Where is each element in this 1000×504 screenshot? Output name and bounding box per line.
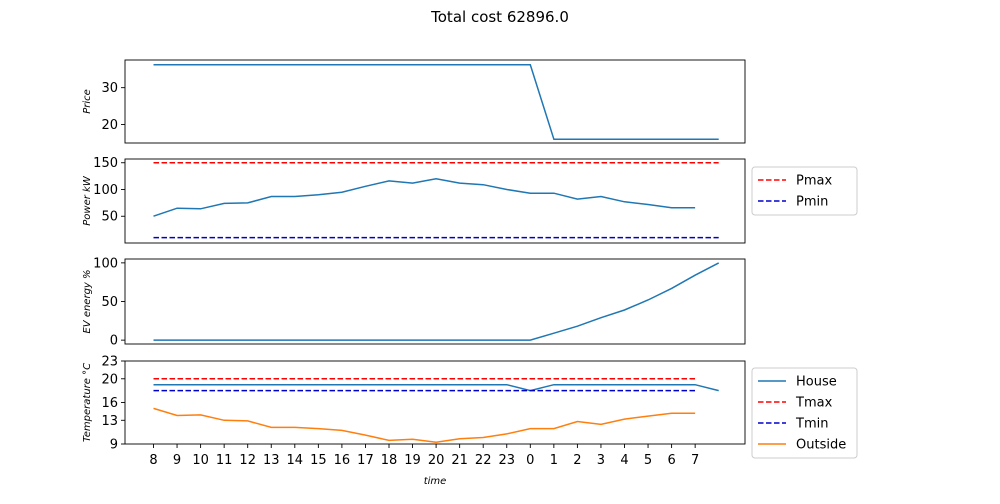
x-tick-label: 0 bbox=[526, 453, 534, 468]
x-tick-label: 15 bbox=[310, 453, 327, 468]
x-tick-label: 2 bbox=[573, 453, 581, 468]
power-legend-box bbox=[751, 166, 858, 216]
x-axis-label: time bbox=[424, 476, 447, 487]
temperature-legend-label-house: House bbox=[796, 375, 837, 390]
x-tick-label: 5 bbox=[644, 453, 652, 468]
temperature-ytick-label: 20 bbox=[101, 372, 118, 387]
price-ytick-label: 30 bbox=[101, 81, 118, 96]
ev_energy-ytick-label: 100 bbox=[93, 256, 118, 271]
ev_energy-series-line0 bbox=[153, 262, 720, 341]
temperature-y-axis-label: Temperature °C bbox=[82, 363, 93, 442]
x-tick-label: 6 bbox=[667, 453, 675, 468]
x-tick-label: 8 bbox=[149, 453, 157, 468]
ev_energy-axes-frame bbox=[124, 258, 746, 345]
x-tick-label: 11 bbox=[216, 453, 233, 468]
temperature-legend-box bbox=[751, 367, 858, 459]
temperature-legend-label-tmax: Tmax bbox=[795, 396, 833, 411]
temperature-ytick-label: 13 bbox=[101, 414, 118, 429]
temperature-legend-label-outside: Outside bbox=[796, 438, 846, 453]
x-tick-label: 19 bbox=[404, 453, 421, 468]
temperature-ytick-label: 9 bbox=[110, 438, 118, 453]
x-tick-label: 17 bbox=[357, 453, 374, 468]
x-tick-label: 16 bbox=[334, 453, 351, 468]
temperature-ytick-label: 16 bbox=[101, 396, 118, 411]
ev_energy-y-axis-label: EV energy % bbox=[82, 269, 93, 333]
x-tick-label: 23 bbox=[498, 453, 515, 468]
x-tick-label: 14 bbox=[287, 453, 304, 468]
x-tick-label: 10 bbox=[192, 453, 209, 468]
price-series-line0 bbox=[153, 64, 719, 141]
power-ytick-label: 50 bbox=[101, 210, 118, 225]
temperature-series-house bbox=[153, 383, 719, 392]
x-tick-label: 20 bbox=[428, 453, 445, 468]
x-tick-label: 4 bbox=[620, 453, 628, 468]
x-tick-label: 18 bbox=[381, 453, 398, 468]
price-axes-frame bbox=[124, 59, 746, 144]
x-tick-label: 12 bbox=[239, 453, 256, 468]
x-tick-label: 22 bbox=[475, 453, 492, 468]
temperature-legend-label-tmin: Tmin bbox=[795, 417, 828, 432]
x-tick-label: 21 bbox=[451, 453, 468, 468]
ev_energy-ytick-label: 50 bbox=[101, 295, 118, 310]
power-y-axis-label: Power kW bbox=[82, 175, 93, 226]
power-ytick-label: 150 bbox=[93, 156, 118, 171]
power-legend-label-pmax: Pmax bbox=[796, 174, 832, 189]
figure-title: Total cost 62896.0 bbox=[430, 8, 569, 26]
x-tick-label: 13 bbox=[263, 453, 280, 468]
price-y-axis-label: Price bbox=[82, 89, 93, 114]
x-tick-label: 3 bbox=[597, 453, 605, 468]
temperature-ytick-label: 23 bbox=[101, 355, 118, 370]
temperature-axes-frame bbox=[124, 360, 746, 445]
power-series-line0 bbox=[153, 178, 696, 217]
ev_energy-ytick-label: 0 bbox=[110, 334, 118, 349]
x-tick-label: 1 bbox=[550, 453, 558, 468]
power-legend-label-pmin: Pmin bbox=[796, 195, 828, 210]
x-tick-label: 9 bbox=[173, 453, 181, 468]
x-tick-label: 7 bbox=[691, 453, 699, 468]
price-ytick-label: 20 bbox=[101, 118, 118, 133]
power-ytick-label: 100 bbox=[93, 183, 118, 198]
power-axes-frame bbox=[124, 158, 746, 244]
temperature-series-outside bbox=[153, 407, 696, 443]
